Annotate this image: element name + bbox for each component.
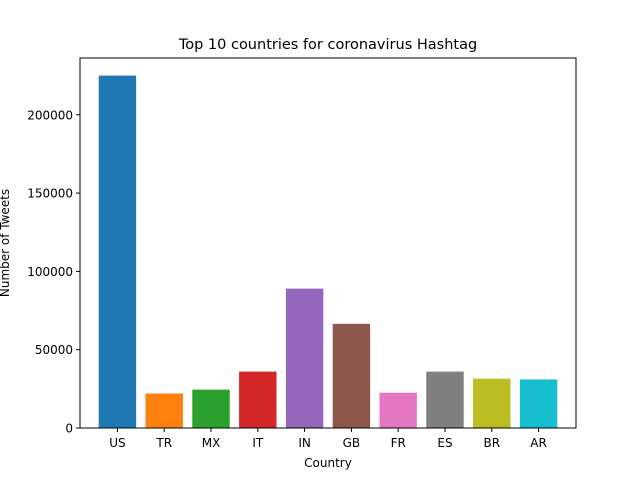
x-tick-label: BR [483,436,500,450]
x-tick-label: TR [155,436,172,450]
bar-gb [332,323,371,428]
y-axis: 0 50000 100000 150000 200000 [27,108,80,436]
bar-ar [519,379,558,428]
bar-br [473,378,511,428]
x-tick-label: AR [530,436,547,450]
y-tick-label: 150000 [27,187,73,201]
x-axis-title: Country [304,456,352,470]
x-tick-label: ES [437,436,452,450]
plot-area [98,75,558,429]
bar-it [239,371,277,428]
x-axis: US TR MX IT IN GB FR ES BR AR [109,428,547,450]
bar-mx [192,389,230,428]
bar-es [426,371,464,428]
y-tick-label: 200000 [27,108,73,122]
chart-title: Top 10 countries for coronavirus Hashtag [178,37,477,53]
bar-us [98,75,137,429]
plot-frame [79,57,577,429]
y-axis-title: Number of Tweets [0,189,12,297]
bar-in [285,288,324,428]
x-tick-label: GB [343,436,361,450]
y-tick-label: 50000 [35,343,73,357]
x-tick-label: IT [252,436,264,450]
bar-tr [145,393,183,428]
bar-fr [379,392,417,428]
x-tick-label: FR [391,436,406,450]
y-tick-label: 0 [65,422,73,436]
x-tick-label: MX [202,436,221,450]
y-tick-label: 100000 [27,265,73,279]
x-tick-label: US [109,436,125,450]
x-tick-label: IN [298,436,311,450]
